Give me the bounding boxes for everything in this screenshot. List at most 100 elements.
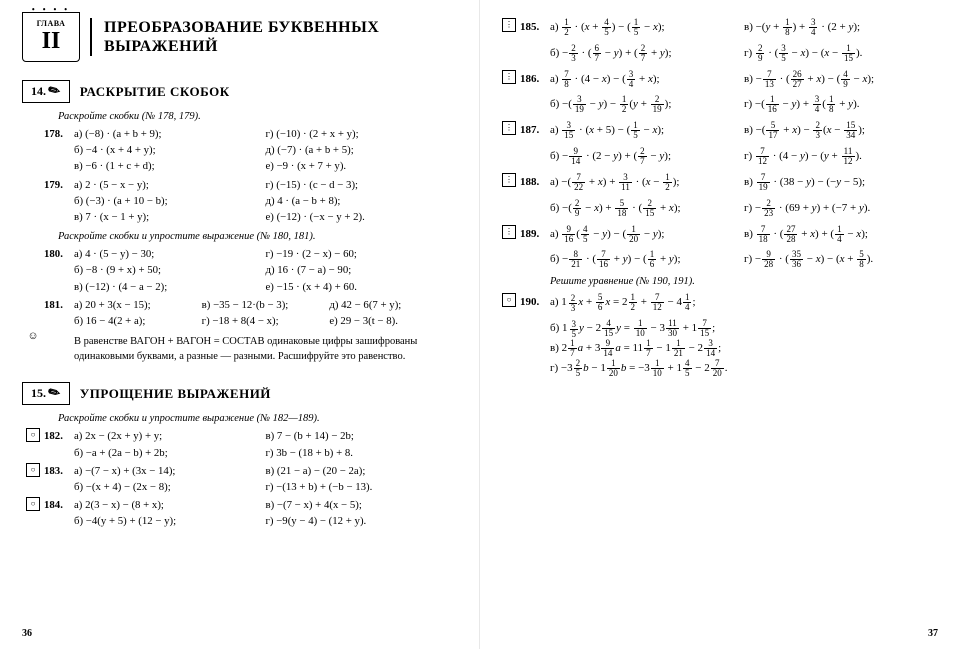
note-icon: ⋮ <box>502 121 516 135</box>
e179v: в) 7 · (x − 1 + y); <box>74 209 266 225</box>
e189v: в) 718 · (2728 + x) + (14 − x); <box>744 225 938 245</box>
e188b: б) −(29 − x) + 518 · (215 + x); <box>550 199 744 219</box>
e182a: а) 2x − (2x + y) + y; <box>74 428 266 444</box>
e183b: б) −(x + 4) − (2x − 8); <box>74 479 266 495</box>
e189a: а) 916(45 − y) − (120 − y); <box>550 225 744 245</box>
section-15-title: УПРОЩЕНИЕ ВЫРАЖЕНИЙ <box>80 386 271 402</box>
exercise-187: ⋮ 187. а) 315 · (x + 5) − (15 − x); в) −… <box>502 121 938 141</box>
ex-num-188: 188. <box>520 173 550 193</box>
section-15-num: 15. <box>31 386 46 400</box>
chapter-header: ГЛАВА II ПРЕОБРАЗОВАНИЕ БУКВЕННЫХ ВЫРАЖЕ… <box>22 12 457 62</box>
e179b: б) (−3) · (a + 10 − b); <box>74 193 266 209</box>
pencil-icon: ✎ <box>46 81 65 102</box>
chapter-number: II <box>42 28 61 55</box>
ex-num-185: 185. <box>520 18 550 38</box>
e185g: г) 29 · (35 − x) − (x − 115). <box>744 44 938 64</box>
e179d: д) 4 · (a − b + 8); <box>266 193 458 209</box>
note-icon: ⋮ <box>502 18 516 32</box>
e186b: б) −(319 − y) − 12(y + 219); <box>550 95 744 115</box>
e187b: б) −914 · (2 − y) + (27 − y); <box>550 147 744 167</box>
circle-icon: ○ <box>26 497 40 511</box>
chapter-title: ПРЕОБРАЗОВАНИЕ БУКВЕННЫХ ВЫРАЖЕНИЙ <box>90 18 457 56</box>
e180e: е) −15 · (x + 4) + 60. <box>266 279 458 295</box>
e184v: в) −(7 − x) + 4(x − 5); <box>266 497 458 513</box>
e178b: б) −4 · (x + 4 + y); <box>74 142 266 158</box>
e180v: в) (−12) · (4 − a − 2); <box>74 279 266 295</box>
e181d: д) 42 − 6(7 + y); <box>329 297 457 313</box>
bunny-icon: ☺ <box>26 331 40 368</box>
page-number-right: 37 <box>928 628 938 639</box>
circle-icon: ○ <box>502 293 516 307</box>
section-15-tab: 15. ✎ <box>22 382 70 405</box>
e178a: а) (−8) · (a + b + 9); <box>74 126 266 142</box>
instruction-178-179: Раскройте скобки (№ 178, 179). <box>58 111 457 122</box>
e186-row2: б) −(319 − y) − 12(y + 219); г) −(116 − … <box>550 95 938 115</box>
instruction-182-189: Раскройте скобки и упростите выражение (… <box>58 413 457 424</box>
e190v-row: в) 217a + 3914a = 1117 − 1121 − 2314; <box>550 339 938 359</box>
e181e: е) 29 − 3(t − 8). <box>329 313 457 329</box>
e179e: е) (−12) · (−x − y + 2). <box>266 209 458 225</box>
note-icon: ⋮ <box>502 225 516 239</box>
exercise-188: ⋮ 188. а) −(722 + x) + 311 · (x − 12); в… <box>502 173 938 193</box>
exercise-179: 179. а) 2 · (5 − x − y);г) (−15) · (c − … <box>26 177 457 226</box>
page-left: ГЛАВА II ПРЕОБРАЗОВАНИЕ БУКВЕННЫХ ВЫРАЖЕ… <box>0 0 480 649</box>
e180d: д) 16 · (7 − a) − 90; <box>266 262 458 278</box>
e190g: г) −325b − 1120b = −3110 + 145 − 2720. <box>550 359 938 379</box>
e181g: г) −18 + 8(4 − x); <box>202 313 330 329</box>
e183a: а) −(7 − x) + (3x − 14); <box>74 463 266 479</box>
section-14-num: 14. <box>31 84 46 98</box>
e181v: в) −35 − 12·(b − 3); <box>202 297 330 313</box>
ex-num-178: 178. <box>44 126 74 175</box>
e178g: г) (−10) · (2 + x + y); <box>266 126 458 142</box>
page-right: ⋮ 185. а) 12 · (x + 45) − (15 − x); в) −… <box>480 0 960 649</box>
e179a: а) 2 · (5 − x − y); <box>74 177 266 193</box>
ex-num-184: 184. <box>44 497 74 529</box>
e189b: б) −821 · (716 + y) − (16 + y); <box>550 250 744 270</box>
exercise-178: 178. а) (−8) · (a + b + 9);г) (−10) · (2… <box>26 126 457 175</box>
e189-row2: б) −821 · (716 + y) − (16 + y); г) −928 … <box>550 250 938 270</box>
e190b-row: б) 135y − 2415y = 110 − 31130 + 1715; <box>550 319 938 339</box>
e184g: г) −9(y − 4) − (12 + y). <box>266 513 458 529</box>
exercise-185: ⋮ 185. а) 12 · (x + 45) − (15 − x); в) −… <box>502 18 938 38</box>
e183g: г) −(13 + b) + (−b − 13). <box>266 479 458 495</box>
e190b: б) 135y − 2415y = 110 − 31130 + 1715; <box>550 319 938 339</box>
section-14-title: РАСКРЫТИЕ СКОБОК <box>80 84 230 100</box>
chapter-tab-icon: ГЛАВА II <box>22 12 80 62</box>
e186a: а) 78 · (4 − x) − (34 + x); <box>550 70 744 90</box>
e186v: в) −713 · (2627 + x) − (49 − x); <box>744 70 938 90</box>
e182v: в) 7 − (b + 14) − 2b; <box>266 428 458 444</box>
puzzle-block: ☺ В равенстве ВАГОН + ВАГОН = СОСТАВ оди… <box>26 331 457 368</box>
ex-num-180: 180. <box>44 246 74 295</box>
note-icon: ⋮ <box>502 70 516 84</box>
e185b: б) −23 · (67 − y) + (27 + y); <box>550 44 744 64</box>
e187-row2: б) −914 · (2 − y) + (27 − y); г) 712 · (… <box>550 147 938 167</box>
instruction-190-191: Решите уравнение (№ 190, 191). <box>550 276 938 287</box>
pencil-icon: ✎ <box>46 384 65 405</box>
e188v: в) 719 · (38 − y) − (−y − 5); <box>744 173 938 193</box>
e186g: г) −(116 − y) + 34(18 + y). <box>744 95 938 115</box>
ex-num-179: 179. <box>44 177 74 226</box>
e183v: в) (21 − a) − (20 − 2a); <box>266 463 458 479</box>
ex-num-181: 181. <box>44 297 74 329</box>
page-spread: ГЛАВА II ПРЕОБРАЗОВАНИЕ БУКВЕННЫХ ВЫРАЖЕ… <box>0 0 960 649</box>
ex-num-183: 183. <box>44 463 74 495</box>
e188-row2: б) −(29 − x) + 518 · (215 + x); г) −223 … <box>550 199 938 219</box>
e190a: а) 123x + 56x = 212 + 712 − 414; <box>550 293 938 313</box>
section-14-header: 14. ✎ РАСКРЫТИЕ СКОБОК <box>22 80 457 103</box>
e182g: г) 3b − (18 + b) + 8. <box>266 445 458 461</box>
exercise-189: ⋮ 189. а) 916(45 − y) − (120 − y); в) 71… <box>502 225 938 245</box>
e181b: б) 16 − 4(2 + a); <box>74 313 202 329</box>
ex-num-187: 187. <box>520 121 550 141</box>
exercise-183: ○ 183. а) −(7 − x) + (3x − 14);в) (21 − … <box>26 463 457 495</box>
section-14-tab: 14. ✎ <box>22 80 70 103</box>
circle-icon: ○ <box>26 463 40 477</box>
e188g: г) −223 · (69 + y) + (−7 + y). <box>744 199 938 219</box>
e187a: а) 315 · (x + 5) − (15 − x); <box>550 121 744 141</box>
ex-num-189: 189. <box>520 225 550 245</box>
instruction-180-181: Раскройте скобки и упростите выражение (… <box>58 231 457 242</box>
exercise-181: 181. а) 20 + 3(x − 15);в) −35 − 12·(b − … <box>26 297 457 329</box>
ex-num-186: 186. <box>520 70 550 90</box>
ex-num-182: 182. <box>44 428 74 460</box>
e178e: е) −9 · (x + 7 + y). <box>266 158 458 174</box>
chapter-label: ГЛАВА <box>37 19 66 28</box>
